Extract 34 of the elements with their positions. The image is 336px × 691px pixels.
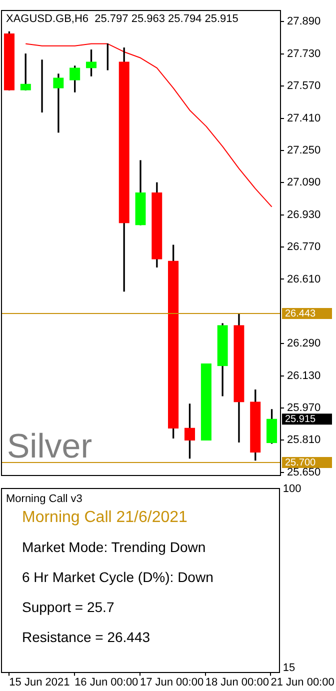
y-tick-label: 27.890 bbox=[287, 16, 321, 28]
text: 15 bbox=[282, 662, 296, 674]
y-tick-label: 27.410 bbox=[287, 112, 321, 124]
y-tick-label: 26.930 bbox=[287, 208, 321, 221]
text: Morning Call v3 bbox=[6, 493, 82, 505]
text: Morning Call 21/6/2021 bbox=[22, 509, 188, 526]
y-tick-label: 26.770 bbox=[287, 241, 321, 254]
category-label: 17 Jun 00:00 bbox=[140, 676, 204, 688]
y-tick-label: 27.090 bbox=[287, 176, 321, 189]
y-tick-label: 27.730 bbox=[287, 48, 321, 60]
y-tick-label: 27.250 bbox=[287, 144, 321, 156]
candlestick bbox=[200, 363, 212, 441]
y-tick-label: 26.610 bbox=[287, 273, 321, 286]
text: Resistance = 26.443 bbox=[22, 629, 150, 645]
text: 6 Hr Market Cycle (D%): Down bbox=[22, 569, 214, 585]
y-tick-label: 25.970 bbox=[287, 402, 321, 414]
annotation: Silver bbox=[7, 427, 92, 466]
chart-title: XAGUSD.GB,H6 25.797 25.963 25.794 25.915 bbox=[6, 13, 238, 26]
ref-line-label: 25.700 bbox=[285, 457, 316, 468]
text: 25.915 bbox=[285, 414, 316, 425]
y-tick-label: 25.650 bbox=[287, 466, 321, 478]
y-tick-label: 25.810 bbox=[287, 434, 321, 446]
y-tick-label: 26.130 bbox=[287, 370, 321, 382]
y-tick-label: 26.290 bbox=[287, 338, 321, 350]
candlestick bbox=[53, 74, 64, 133]
text: Support = 25.7 bbox=[22, 599, 114, 615]
text: 100 bbox=[282, 483, 302, 496]
category-label: 18 Jun 00:00 bbox=[205, 676, 269, 688]
ref-line-label: 26.443 bbox=[285, 308, 316, 320]
text: Market Mode: Trending Down bbox=[22, 539, 206, 555]
category-label: 21 Jun 00:00 bbox=[270, 676, 334, 688]
category-label: 15 Jun 2021 bbox=[9, 676, 70, 688]
y-tick-label: 27.570 bbox=[287, 80, 321, 92]
category-label: 16 Jun 00:00 bbox=[74, 676, 138, 688]
